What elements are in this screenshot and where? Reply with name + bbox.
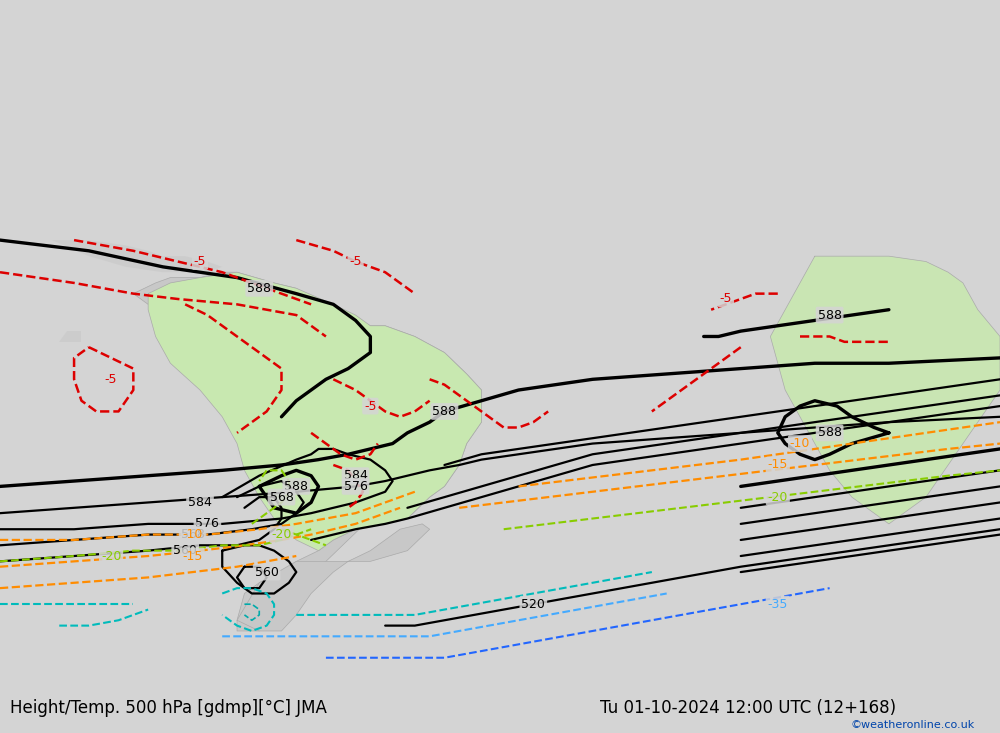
Text: Tu 01-10-2024 12:00 UTC (12+168): Tu 01-10-2024 12:00 UTC (12+168) [600,699,896,717]
Text: -10: -10 [182,528,203,541]
Text: 588: 588 [432,405,456,418]
Polygon shape [770,256,1000,524]
Text: -20: -20 [271,528,292,541]
Text: -5: -5 [349,255,362,268]
Text: -5: -5 [364,399,377,413]
Text: -5: -5 [105,373,117,386]
Text: 576: 576 [344,480,367,493]
Text: ©weatheronline.co.uk: ©weatheronline.co.uk [851,720,975,730]
Text: -15: -15 [768,458,788,471]
Polygon shape [59,331,81,342]
Text: 560: 560 [173,544,197,557]
Text: 560: 560 [255,566,279,578]
Polygon shape [133,272,481,631]
Text: 520: 520 [521,597,545,611]
Text: 584: 584 [188,496,212,509]
Text: -20: -20 [768,490,788,504]
Text: 588: 588 [247,281,271,295]
Text: -5: -5 [194,255,206,268]
Polygon shape [237,524,430,631]
Text: -35: -35 [768,597,788,611]
Text: -5: -5 [720,292,732,306]
Text: -10: -10 [790,437,810,450]
Text: 588: 588 [818,427,842,439]
Polygon shape [148,272,481,550]
Text: 568: 568 [181,528,205,541]
Text: 584: 584 [344,469,367,482]
Text: -20: -20 [101,550,121,562]
Text: 588: 588 [818,309,842,322]
Text: 576: 576 [195,517,219,531]
Text: Height/Temp. 500 hPa [gdmp][°C] JMA: Height/Temp. 500 hPa [gdmp][°C] JMA [10,699,327,717]
Text: 588: 588 [284,480,308,493]
Polygon shape [52,240,222,272]
Text: 568: 568 [270,490,293,504]
Text: -15: -15 [182,550,203,562]
